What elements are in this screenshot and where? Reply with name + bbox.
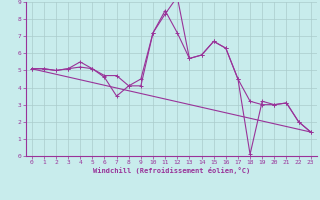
X-axis label: Windchill (Refroidissement éolien,°C): Windchill (Refroidissement éolien,°C): [92, 167, 250, 174]
